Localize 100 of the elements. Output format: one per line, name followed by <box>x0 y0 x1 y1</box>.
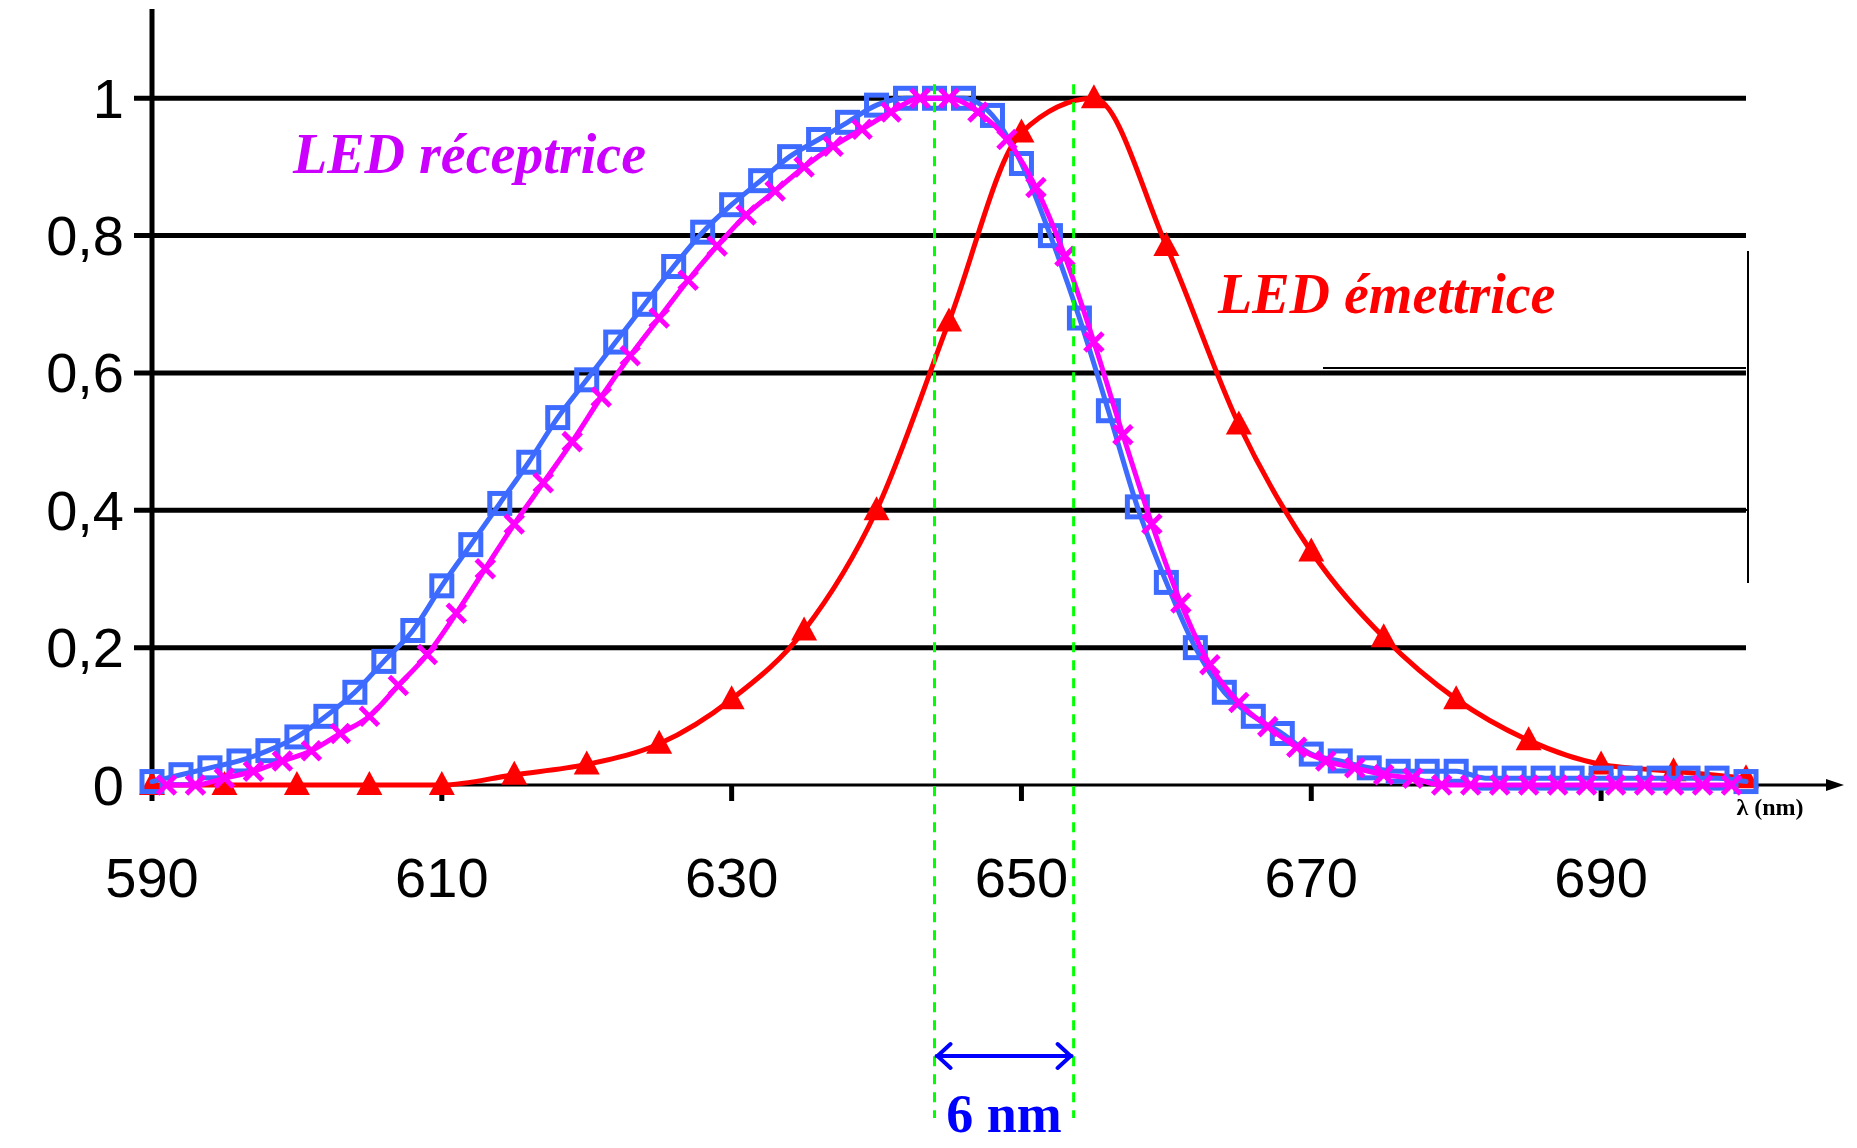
point <box>603 329 629 355</box>
point <box>560 430 584 454</box>
point <box>791 616 818 641</box>
point <box>458 532 484 558</box>
point <box>487 490 513 516</box>
point <box>863 496 890 521</box>
point <box>908 86 932 110</box>
point <box>415 643 439 667</box>
point <box>502 512 526 536</box>
point <box>1285 735 1309 759</box>
point <box>1227 691 1251 715</box>
point <box>501 760 528 785</box>
point <box>1225 410 1252 435</box>
point <box>1691 773 1715 797</box>
point <box>299 739 323 763</box>
x-tick-label: 610 <box>395 846 489 909</box>
x-tick-label: 650 <box>974 846 1069 909</box>
point <box>676 268 700 292</box>
point <box>647 306 671 330</box>
point <box>154 773 178 797</box>
point <box>444 601 468 625</box>
point <box>357 704 381 728</box>
point <box>429 573 455 599</box>
point <box>545 405 571 431</box>
point <box>573 750 600 775</box>
point <box>748 168 774 194</box>
point <box>705 234 729 258</box>
point <box>821 134 845 158</box>
point <box>661 254 687 280</box>
x-tick-label: 690 <box>1554 846 1648 909</box>
point <box>1459 773 1483 797</box>
series-label: LED émettrice <box>1217 263 1556 325</box>
point <box>1443 685 1470 710</box>
point <box>371 648 397 674</box>
point <box>1082 330 1106 354</box>
y-tick-label: 1 <box>92 66 124 130</box>
point <box>328 722 352 745</box>
point <box>718 685 745 710</box>
point <box>1633 773 1657 797</box>
point <box>1575 773 1599 797</box>
point <box>1024 176 1048 200</box>
y-tick-label: 0,6 <box>46 341 124 405</box>
y-tick-label: 0 <box>92 753 124 817</box>
point <box>1430 773 1454 797</box>
point <box>1662 773 1686 797</box>
point <box>516 449 542 475</box>
point <box>241 759 265 783</box>
point <box>632 291 658 317</box>
series-label: LED réceptrice <box>292 123 646 185</box>
point <box>589 385 613 409</box>
point <box>777 144 803 170</box>
point <box>473 557 497 581</box>
point <box>1169 591 1193 615</box>
point <box>386 673 410 697</box>
point <box>183 773 207 797</box>
x-tick-label: 670 <box>1264 846 1358 909</box>
point <box>1720 773 1744 797</box>
text: 6 nm <box>946 1084 1062 1144</box>
point <box>1298 537 1325 562</box>
point <box>966 100 990 124</box>
point <box>1370 623 1397 648</box>
point <box>1604 773 1628 797</box>
point <box>1140 512 1164 536</box>
point <box>1517 773 1541 797</box>
point <box>1401 766 1425 790</box>
point <box>1343 756 1367 780</box>
point <box>1372 763 1396 787</box>
point <box>995 127 1019 151</box>
point <box>283 771 310 795</box>
y-tick-label: 0,8 <box>46 204 124 268</box>
point <box>1256 715 1280 739</box>
point <box>690 219 716 245</box>
point <box>719 192 745 218</box>
point <box>342 679 368 705</box>
point <box>1515 726 1542 751</box>
point <box>646 729 673 754</box>
point <box>792 155 816 179</box>
x-tick-label: 590 <box>105 846 199 909</box>
point <box>879 100 903 124</box>
point <box>270 749 294 773</box>
point <box>1111 423 1135 447</box>
x-tick-label: 630 <box>684 846 779 909</box>
point <box>763 179 787 203</box>
point <box>356 771 383 795</box>
point <box>400 617 426 643</box>
point <box>1314 749 1338 773</box>
point <box>936 307 962 332</box>
point <box>1546 773 1570 797</box>
point <box>734 203 758 227</box>
point <box>313 703 339 729</box>
x-axis-title: λ (nm) <box>1736 794 1804 820</box>
point <box>574 367 600 393</box>
point <box>937 86 961 110</box>
point <box>531 471 555 495</box>
point <box>1488 773 1512 797</box>
point <box>212 766 236 790</box>
point <box>850 117 874 141</box>
point <box>618 344 642 368</box>
y-tick-label: 0,2 <box>46 616 124 680</box>
point <box>1080 84 1107 109</box>
